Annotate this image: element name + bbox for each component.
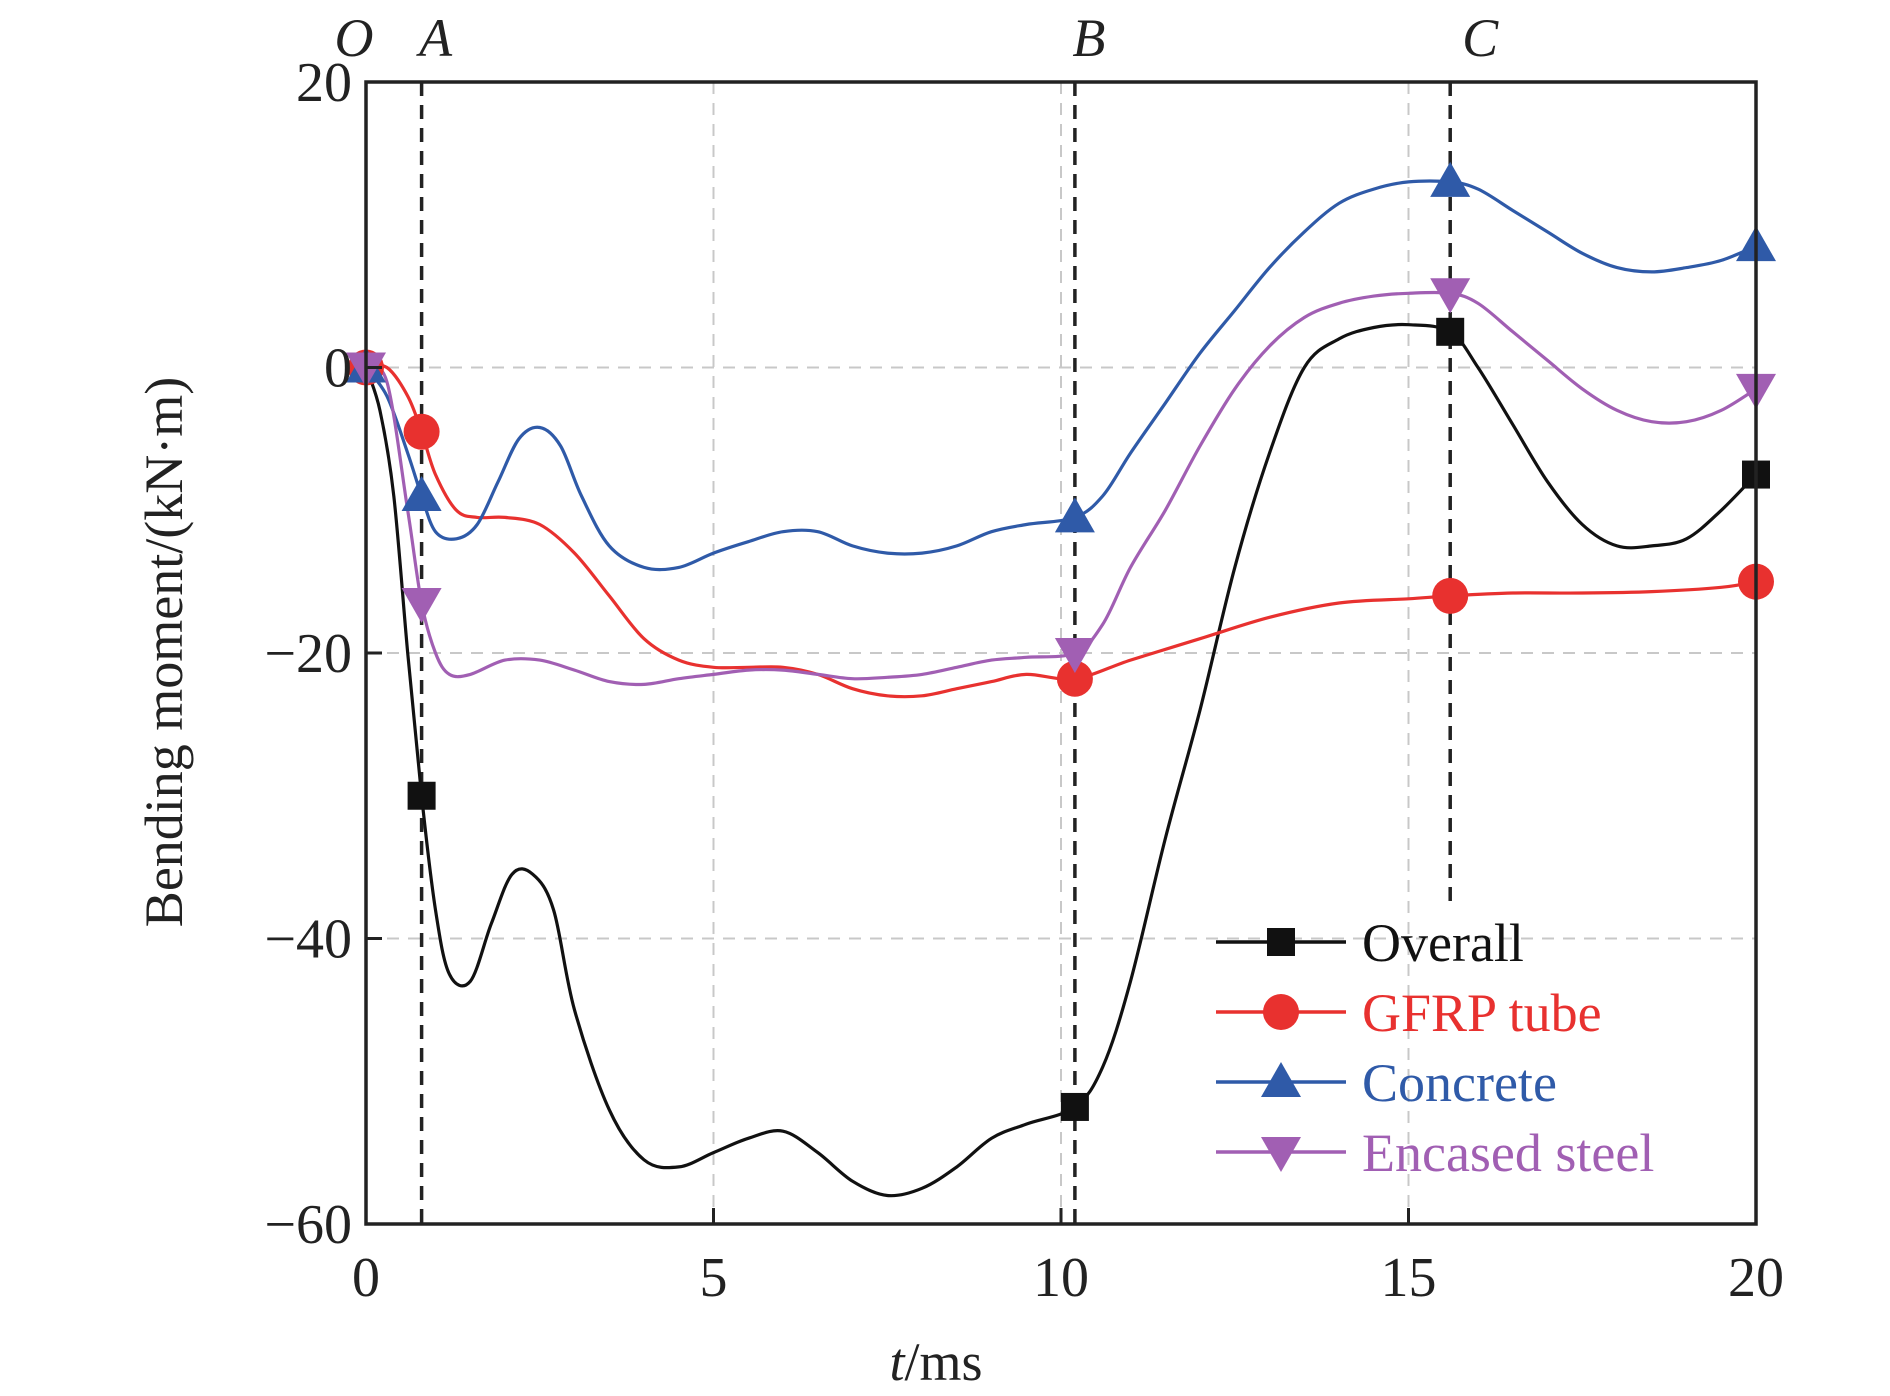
x-tick-label: 0: [352, 1247, 380, 1309]
series-marker: [1432, 577, 1469, 614]
series-line: [365, 290, 1757, 687]
series-marker: [1054, 638, 1095, 673]
series-marker: [1060, 1092, 1089, 1121]
x-axis-title: t/ms: [889, 1332, 982, 1392]
series-line: [364, 179, 1757, 572]
series-line: [364, 322, 1758, 1198]
event-label-c: C: [1462, 8, 1499, 68]
series-marker: [1430, 278, 1471, 314]
y-tick-label: 0: [324, 338, 352, 400]
legend-label: GFRP tube: [1362, 983, 1602, 1043]
x-tick-label: 15: [1381, 1247, 1437, 1309]
x-tick-label: 20: [1728, 1247, 1784, 1309]
y-tick-label: −40: [264, 909, 352, 971]
series-marker: [407, 781, 436, 810]
series-line: [365, 363, 1757, 699]
legend-label: Concrete: [1362, 1053, 1557, 1113]
series-marker: [1054, 497, 1095, 533]
event-label-a: A: [416, 8, 453, 68]
y-tick-label: 20: [296, 52, 352, 114]
x-tick-label: 10: [1033, 1247, 1089, 1309]
x-axis-unit: /ms: [904, 1332, 982, 1392]
legend: Overall GFRP tube Concrete Encased steel: [1216, 913, 1654, 1183]
legend-label: Encased steel: [1362, 1123, 1654, 1183]
series-marker: [1056, 660, 1093, 697]
legend-item: Concrete: [1216, 1053, 1557, 1113]
x-axis-variable: t: [889, 1332, 906, 1392]
legend-marker: [1261, 1062, 1301, 1097]
series-marker: [401, 588, 442, 624]
y-axis-title: Bending moment/(kN·m): [134, 377, 194, 927]
legend-item: Encased steel: [1216, 1123, 1654, 1183]
legend-item: GFRP tube: [1216, 983, 1602, 1043]
grid: [366, 82, 1756, 1224]
tick-marks: 0 5 10 15 20 20 0 −20 −40 −60: [264, 52, 1784, 1309]
legend-marker: [1261, 1137, 1301, 1172]
series-marker: [1430, 161, 1471, 197]
legend-item: Overall: [1216, 913, 1524, 973]
y-tick-label: −60: [264, 1194, 352, 1256]
legend-label: Overall: [1362, 913, 1524, 973]
event-label-b: B: [1072, 8, 1105, 68]
legend-marker: [1263, 994, 1299, 1030]
legend-marker: [1267, 928, 1295, 956]
x-tick-label: 5: [700, 1247, 728, 1309]
series-marker: [1436, 317, 1465, 346]
y-tick-label: −20: [264, 623, 352, 685]
event-label-o: O: [335, 8, 374, 68]
series-marker: [403, 413, 440, 450]
series-marker: [401, 475, 442, 511]
